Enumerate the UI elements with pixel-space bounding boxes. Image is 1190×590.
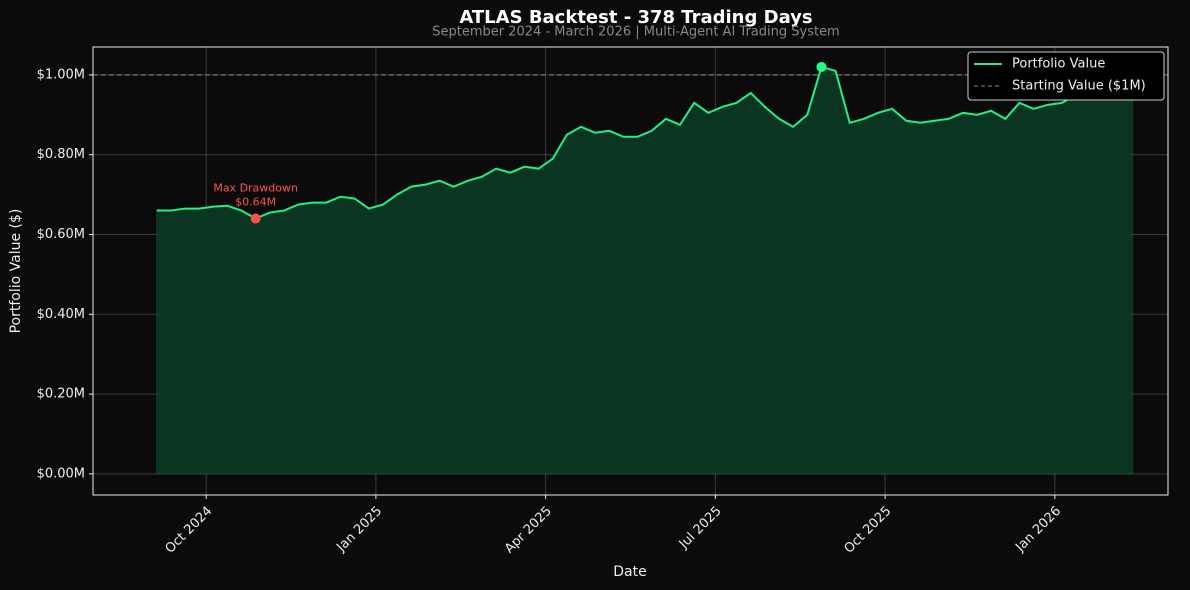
drawdown-label: Max Drawdown xyxy=(213,182,298,195)
peak-marker xyxy=(816,61,827,72)
y-tick-label: $0.80M xyxy=(37,147,85,162)
y-tick-label: $1.00M xyxy=(37,67,85,82)
drawdown-value: $0.64M xyxy=(235,196,276,209)
chart-subtitle: September 2024 - March 2026 | Multi-Agen… xyxy=(432,25,839,40)
plot-area xyxy=(92,46,1169,496)
y-tick-label: $0.00M xyxy=(37,466,85,481)
chart-title: ATLAS Backtest - 378 Trading Days xyxy=(459,7,812,28)
y-tick-label: $0.40M xyxy=(37,307,85,322)
legend-label: Starting Value ($1M) xyxy=(1012,79,1146,94)
y-tick-label: $0.20M xyxy=(37,387,85,402)
y-axis-label: Portfolio Value ($) xyxy=(8,209,24,334)
line xyxy=(156,65,1133,220)
x-axis-label: Date xyxy=(613,564,646,580)
drawdown-marker xyxy=(250,213,261,224)
legend xyxy=(967,51,1165,101)
y-tick-label: $0.60M xyxy=(37,227,85,242)
legend-label: Portfolio Value xyxy=(1012,57,1105,72)
